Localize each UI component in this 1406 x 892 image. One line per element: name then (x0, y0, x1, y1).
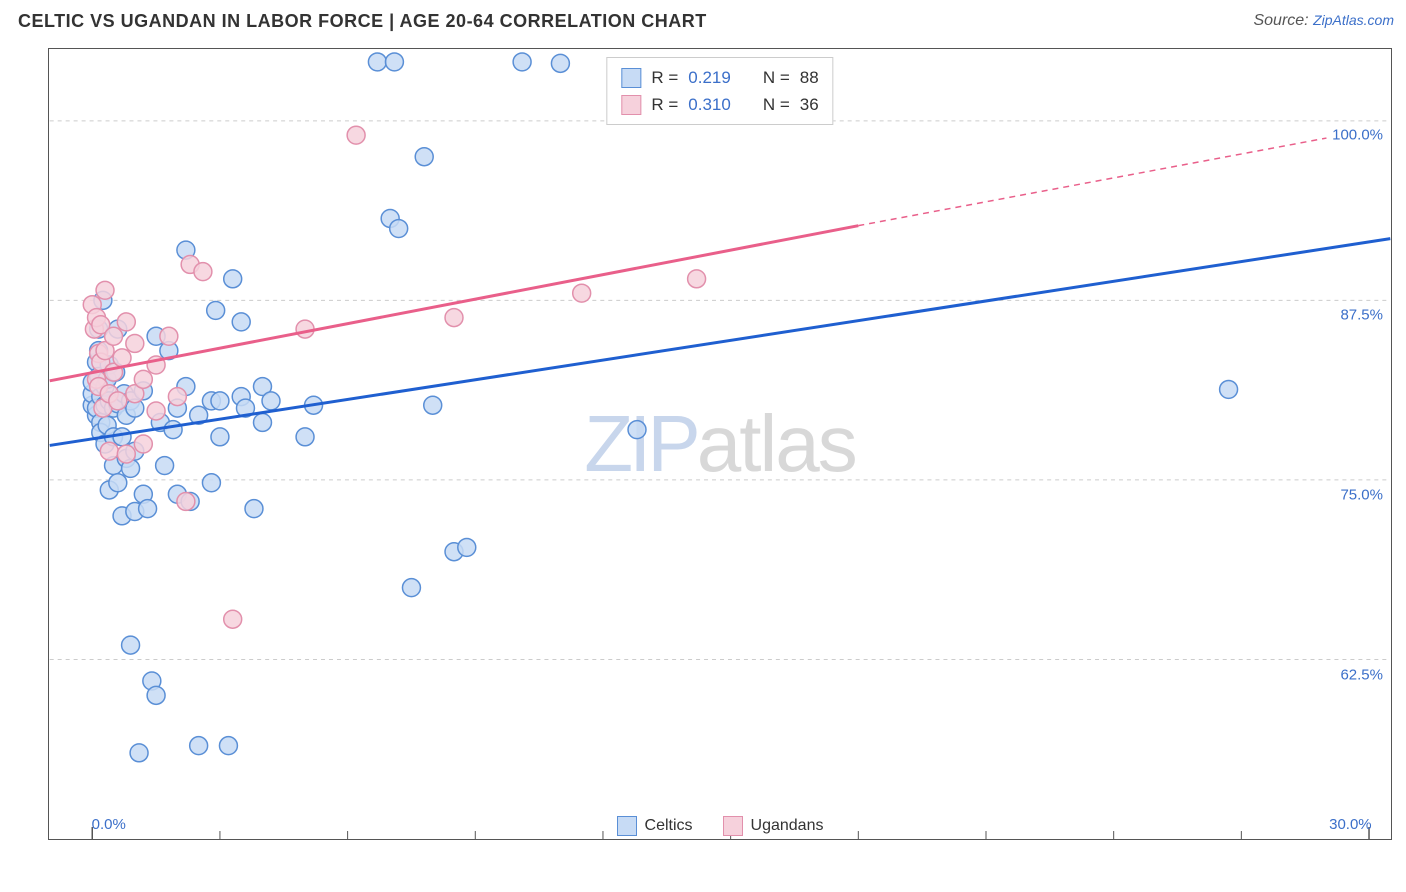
legend-item-ugandans[interactable]: Ugandans (723, 816, 824, 836)
chart-title: CELTIC VS UGANDAN IN LABOR FORCE | AGE 2… (18, 11, 707, 32)
y-tick-label: 62.5% (1340, 667, 1383, 684)
legend-swatch-ugandans (723, 816, 743, 836)
source-attribution: Source: ZipAtlas.com (1253, 12, 1394, 30)
scatter-plot-svg (49, 49, 1391, 839)
r-value-celtics: 0.219 (688, 64, 731, 91)
n-value-celtics: 88 (800, 64, 819, 91)
swatch-celtics (621, 68, 641, 88)
r-value-ugandans: 0.310 (688, 91, 731, 118)
chart-container: CELTIC VS UGANDAN IN LABOR FORCE | AGE 2… (0, 0, 1406, 892)
n-label: N = (763, 91, 790, 118)
legend-item-celtics[interactable]: Celtics (617, 816, 693, 836)
x-tick-label: 30.0% (1329, 816, 1372, 833)
stats-row-ugandans: R = 0.310 N = 36 (621, 91, 818, 118)
legend-label-ugandans: Ugandans (751, 817, 824, 835)
stats-row-celtics: R = 0.219 N = 88 (621, 64, 818, 91)
legend-swatch-celtics (617, 816, 637, 836)
legend-label-celtics: Celtics (645, 817, 693, 835)
source-label: Source: (1253, 12, 1313, 29)
title-bar: CELTIC VS UGANDAN IN LABOR FORCE | AGE 2… (0, 0, 1406, 42)
source-link[interactable]: ZipAtlas.com (1313, 12, 1394, 28)
y-tick-label: 75.0% (1340, 487, 1383, 504)
swatch-ugandans (621, 95, 641, 115)
correlation-stats-box: R = 0.219 N = 88 R = 0.310 N = 36 (606, 57, 833, 125)
r-label: R = (651, 91, 678, 118)
plot-area: ZIPatlas R = 0.219 N = 88 R = 0.310 N = … (48, 48, 1392, 840)
y-tick-label: 100.0% (1332, 127, 1383, 144)
x-tick-label: 0.0% (92, 816, 126, 833)
y-tick-label: 87.5% (1340, 307, 1383, 324)
r-label: R = (651, 64, 678, 91)
n-value-ugandans: 36 (800, 91, 819, 118)
n-label: N = (763, 64, 790, 91)
